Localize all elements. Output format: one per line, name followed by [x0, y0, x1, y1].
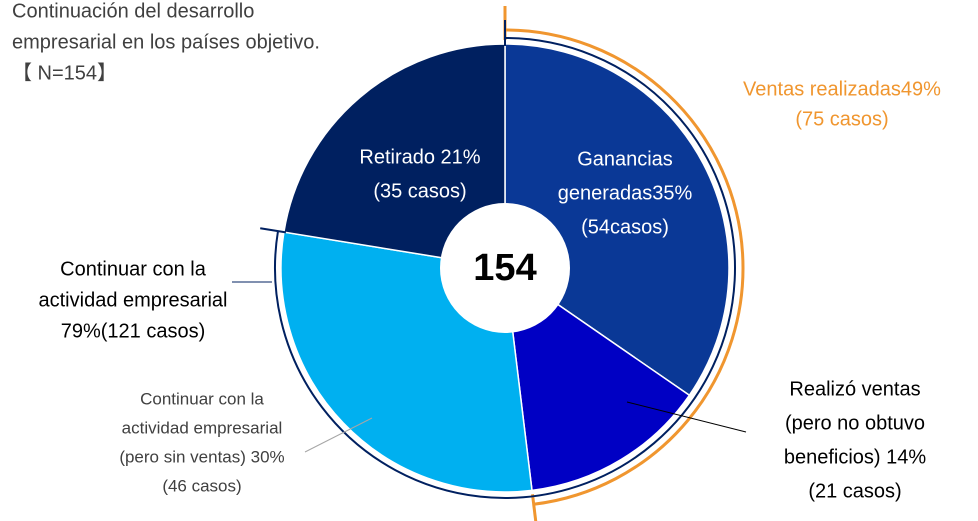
category-label: (pero sin ventas) 30% [119, 447, 284, 466]
category-label: (pero no obtuvo [785, 412, 925, 434]
annotation-label: (75 casos) [795, 108, 888, 130]
category-label: Continuar con la [140, 389, 264, 408]
annotation-arc [274, 37, 736, 499]
center-hole [440, 203, 570, 333]
annotation-label: 79%(121 casos) [61, 320, 206, 342]
wedge [504, 43, 730, 397]
annotation-tick [530, 494, 538, 521]
center-label: 154 [473, 247, 536, 289]
annotation-label: Ventas realizadas49% [743, 78, 941, 100]
chart-title: empresarial en los países objetivo. [12, 31, 320, 53]
chart-title: 【 N=154】 [12, 62, 117, 84]
annotation-tick [260, 227, 287, 234]
chart-title: Continuación del desarrollo [12, 0, 254, 22]
wedge [283, 43, 506, 269]
category-label: generadas35% [558, 182, 693, 204]
category-label: Ganancias [577, 148, 673, 170]
category-label: beneficios) 14% [784, 446, 927, 468]
annotation-label: actividad empresarial [39, 289, 228, 311]
wedge [504, 266, 691, 492]
category-label: (35 casos) [373, 180, 466, 202]
category-label: Retirado 21% [359, 146, 480, 168]
category-label: Realizó ventas [789, 378, 920, 400]
category-label: actividad empresarial [122, 418, 283, 437]
category-label: (54casos) [581, 216, 669, 238]
leader-line [304, 417, 373, 453]
annotation-arc [504, 28, 745, 506]
category-label: (21 casos) [808, 480, 901, 502]
leader-line [626, 401, 747, 433]
category-label: (46 casos) [162, 476, 241, 495]
annotation-label: Continuar con la [60, 258, 207, 280]
